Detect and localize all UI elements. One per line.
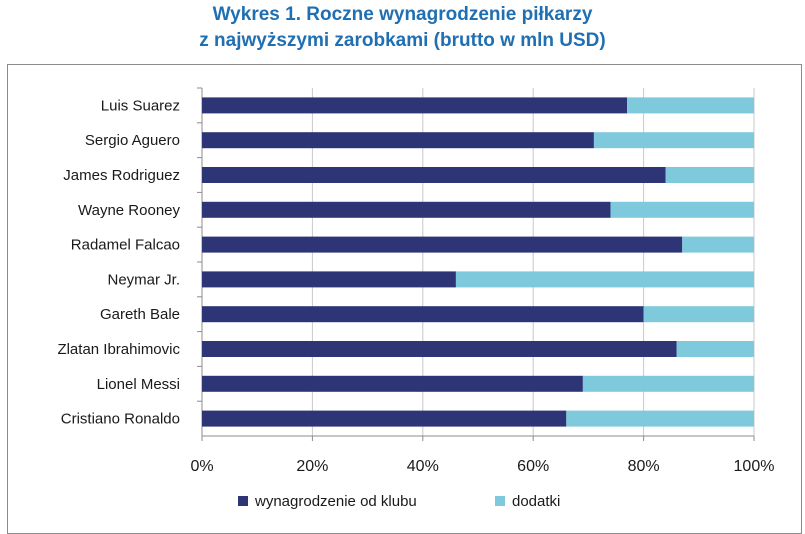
x-tick-label: 40% — [407, 458, 439, 475]
category-label: Radamel Falcao — [71, 237, 180, 254]
category-label: Neymar Jr. — [107, 271, 180, 288]
bar-segment-club-salary — [202, 341, 677, 357]
bar-segment-club-salary — [202, 167, 666, 183]
x-tick-label: 100% — [734, 458, 775, 475]
bar-segment-club-salary — [202, 97, 628, 114]
category-label: Gareth Bale — [100, 306, 180, 323]
bar-segment-bonuses — [627, 97, 754, 114]
legend-swatch-bonuses — [495, 496, 505, 506]
bar-segment-bonuses — [455, 271, 754, 288]
category-label: Lionel Messi — [97, 376, 180, 393]
chart-title: Wykres 1. Roczne wynagrodzenie piłkarzy … — [0, 2, 805, 54]
x-tick-label: 20% — [296, 458, 328, 475]
x-tick-label: 80% — [628, 458, 660, 475]
bar-segment-club-salary — [202, 375, 583, 392]
category-label: James Rodriguez — [63, 167, 180, 184]
category-label: Luis Suarez — [101, 97, 180, 114]
bar-segment-bonuses — [582, 375, 754, 392]
bar-segment-club-salary — [202, 132, 594, 149]
bar-segment-bonuses — [593, 132, 754, 149]
x-tick-label: 60% — [517, 458, 549, 475]
bar-segment-club-salary — [202, 236, 683, 253]
legend-label-club-salary: wynagrodzenie od klubu — [254, 493, 417, 510]
bar-segment-club-salary — [202, 271, 456, 288]
bar-segment-club-salary — [202, 410, 567, 427]
bar-segment-bonuses — [610, 201, 754, 218]
category-label: Wayne Rooney — [78, 202, 180, 219]
legend-swatch-club-salary — [238, 496, 248, 506]
chart-title-line1: Wykres 1. Roczne wynagrodzenie piłkarzy — [212, 4, 593, 25]
category-label: Sergio Aguero — [85, 132, 180, 149]
bar-segment-bonuses — [566, 410, 754, 427]
bar-segment-bonuses — [665, 167, 754, 183]
x-tick-label: 0% — [190, 458, 213, 475]
bar-segment-bonuses — [676, 341, 754, 357]
chart-title-line2: z najwyższymi zarobkami (brutto w mln US… — [199, 30, 606, 51]
legend-label-bonuses: dodatki — [512, 493, 560, 510]
bar-segment-bonuses — [643, 306, 754, 323]
bar-segment-bonuses — [682, 236, 754, 253]
bar-segment-club-salary — [202, 201, 611, 218]
category-label: Zlatan Ibrahimovic — [57, 341, 180, 358]
bar-segment-club-salary — [202, 306, 644, 323]
bar-chart: 0% 20% 40% 60% 80% 100% Luis Suarez Sergio Ague… — [57, 87, 775, 510]
category-label: Cristiano Ronaldo — [61, 411, 180, 428]
